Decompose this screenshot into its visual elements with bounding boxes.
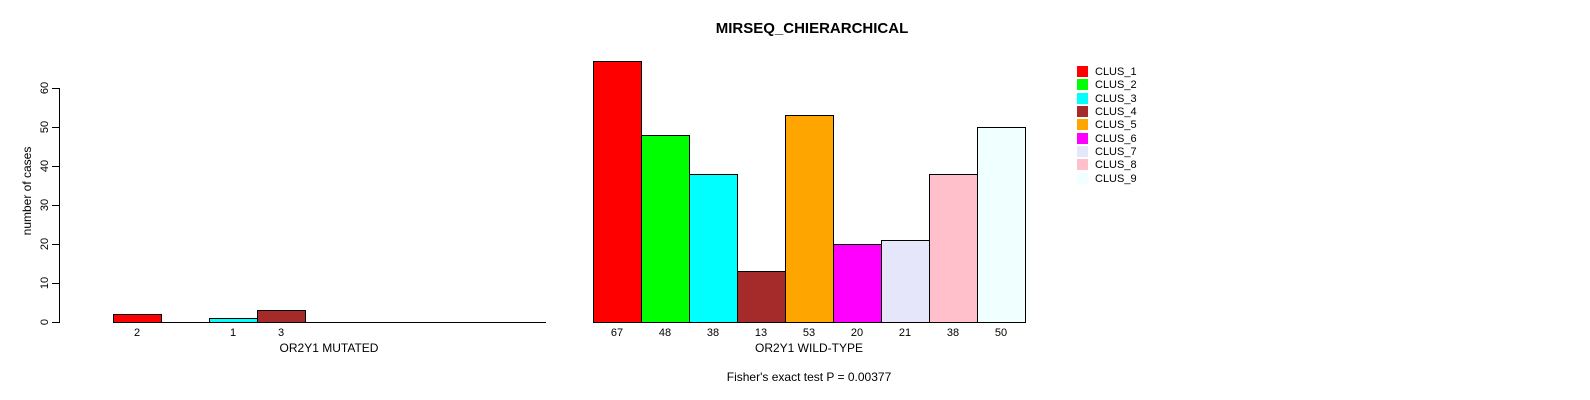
bar-value-label: 67 (610, 327, 624, 339)
legend-label: CLUS_6 (1095, 133, 1137, 145)
footer-note: Fisher's exact test P = 0.00377 (726, 370, 892, 384)
legend-label: CLUS_9 (1095, 173, 1137, 185)
bar (113, 314, 162, 323)
y-tick-label: 10 (39, 276, 51, 290)
bar-value-label: 13 (754, 327, 768, 339)
legend-label: CLUS_8 (1095, 159, 1137, 171)
x-axis-label-wild-type: OR2Y1 WILD-TYPE (754, 341, 864, 355)
legend-swatch (1077, 173, 1088, 184)
bar (977, 127, 1026, 323)
bar (785, 115, 834, 323)
legend-swatch (1077, 146, 1088, 157)
legend-swatch (1077, 106, 1088, 117)
y-tick (52, 127, 60, 128)
x-axis-line (113, 322, 546, 323)
legend-label: CLUS_2 (1095, 79, 1137, 91)
bar (881, 240, 930, 323)
bar-value-label: 38 (946, 327, 960, 339)
bar (641, 135, 690, 323)
y-tick (52, 283, 60, 284)
legend-swatch (1077, 133, 1088, 144)
legend-label: CLUS_7 (1095, 146, 1137, 158)
y-tick (52, 166, 60, 167)
legend-item: CLUS_8 (1077, 159, 1187, 172)
legend-item: CLUS_4 (1077, 106, 1187, 119)
bar (209, 318, 258, 323)
bar (929, 174, 978, 323)
legend-item: CLUS_3 (1077, 93, 1187, 106)
panel-or2y1-mutated: 2 1 3 (113, 0, 547, 400)
legend-label: CLUS_5 (1095, 119, 1137, 131)
legend-swatch (1077, 119, 1088, 130)
legend-item: CLUS_7 (1077, 146, 1187, 159)
bar-value-label: 50 (994, 327, 1008, 339)
legend: CLUS_1 CLUS_2 CLUS_3 CLUS_4 CLUS_5 CLUS_6 CLUS… (1077, 66, 1197, 196)
y-tick (52, 88, 60, 89)
panel-or2y1-wild-type: 67 48 38 13 53 20 21 38 50 (593, 0, 1027, 400)
legend-swatch (1077, 79, 1088, 90)
y-axis-title: number of cases (20, 146, 34, 236)
bar-value-label: 2 (133, 327, 141, 339)
legend-item: CLUS_2 (1077, 79, 1187, 92)
legend-label: CLUS_3 (1095, 93, 1137, 105)
y-tick (52, 322, 60, 323)
bar (737, 271, 786, 323)
legend-label: CLUS_4 (1095, 106, 1137, 118)
y-tick (52, 205, 60, 206)
bar-value-label: 48 (658, 327, 672, 339)
bar-value-label: 53 (802, 327, 816, 339)
y-tick-label: 0 (39, 318, 51, 326)
legend-label: CLUS_1 (1095, 66, 1137, 78)
bar-value-label: 20 (850, 327, 864, 339)
bar (257, 310, 306, 323)
legend-item: CLUS_5 (1077, 119, 1187, 132)
legend-item: CLUS_9 (1077, 173, 1187, 186)
x-axis-label-mutated: OR2Y1 MUTATED (279, 341, 379, 355)
bar-value-label: 1 (229, 327, 237, 339)
legend-swatch (1077, 159, 1088, 170)
y-tick-label: 40 (39, 159, 51, 173)
bar (689, 174, 738, 323)
bar-value-label: 21 (898, 327, 912, 339)
legend-item: CLUS_1 (1077, 66, 1187, 79)
y-tick-label: 50 (39, 120, 51, 134)
bar (833, 244, 882, 323)
legend-swatch (1077, 66, 1088, 77)
legend-swatch (1077, 93, 1088, 104)
bar-value-label: 38 (706, 327, 720, 339)
y-tick-label: 20 (39, 237, 51, 251)
chart-title: MIRSEQ_CHIERARCHICAL (715, 20, 909, 37)
y-tick-label: 60 (39, 81, 51, 95)
legend-item: CLUS_6 (1077, 133, 1187, 146)
bar (593, 61, 642, 323)
y-tick (52, 244, 60, 245)
y-tick-label: 30 (39, 198, 51, 212)
bar-value-label: 3 (277, 327, 285, 339)
